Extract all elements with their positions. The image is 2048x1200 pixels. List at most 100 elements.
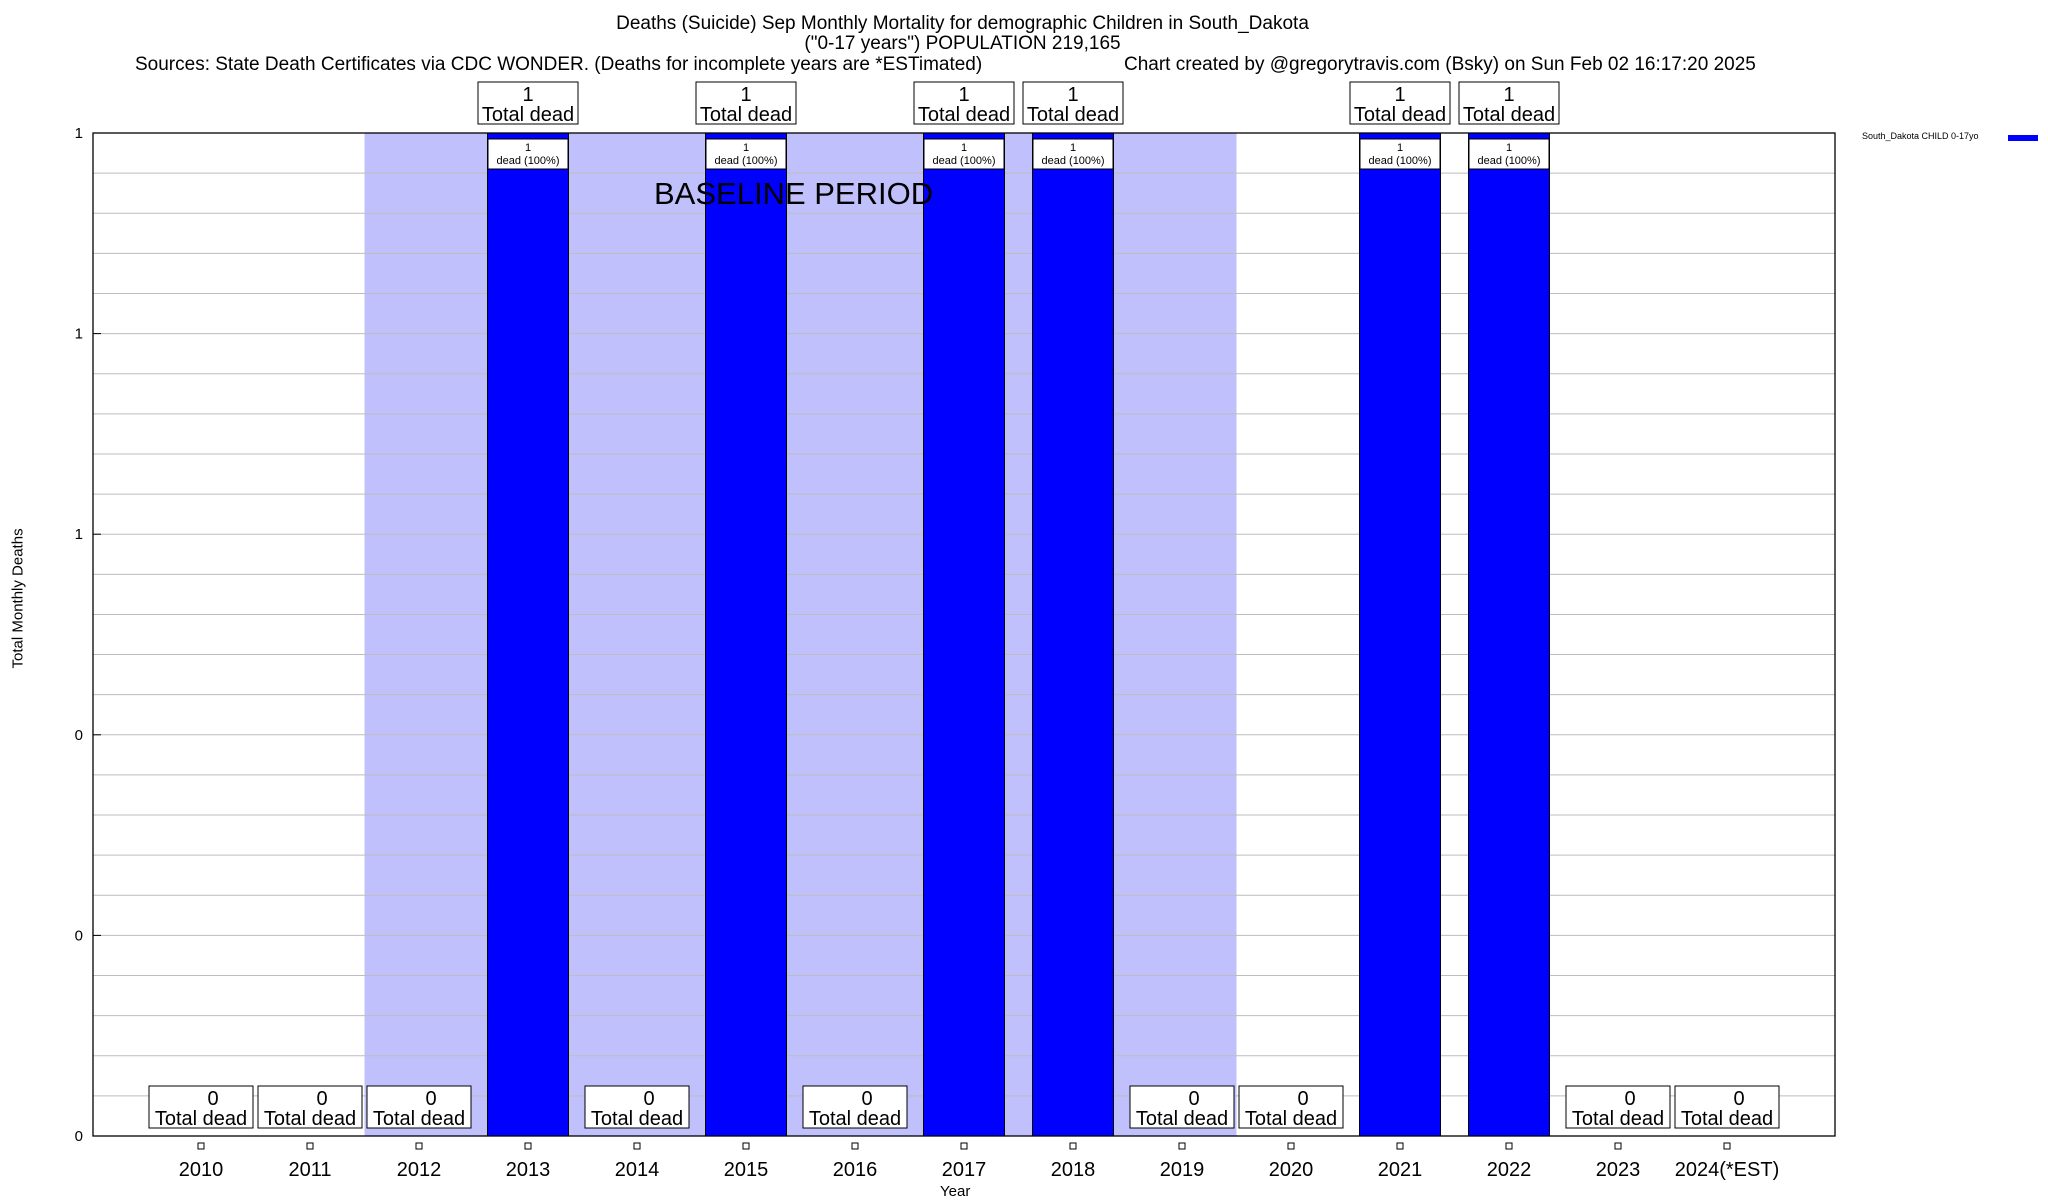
total-label-box [1674,1085,1780,1129]
x-tick-label: 2014 [615,1159,660,1181]
total-label-text: Total dead [1354,104,1446,126]
bar-label-box [705,138,787,170]
total-label-text: Total dead [591,1108,683,1130]
total-label-box [366,1085,472,1129]
total-label-number: 0 [1297,1088,1308,1110]
bar-label-text: dead (100%) [715,155,778,167]
chart-subtitle: ("0-17 years") POPULATION 219,165 [804,33,1121,54]
bar-label-text: dead (100%) [497,155,560,167]
bar-2021 [1359,132,1441,1137]
x-tick-marker [742,1142,750,1150]
bar-2013 [487,132,569,1137]
total-label-text: Total dead [700,104,792,126]
total-label-number: 0 [207,1088,218,1110]
credit-note: Chart created by @gregorytravis.com (Bsk… [1124,54,1756,75]
y-tick-label: 0 [75,1128,83,1145]
bar-label-box [487,138,569,170]
y-axis-ticks: 0 0 0 1 1 1 [75,125,101,1145]
x-tick-marker [306,1142,314,1150]
total-label-number: 1 [1503,84,1514,106]
total-label-box [1458,81,1560,125]
total-label-number: 0 [861,1088,872,1110]
bar-label-box [1468,138,1550,170]
legend-swatch [2008,135,2038,141]
total-label-text: Total dead [1136,1108,1228,1130]
x-tick-label: 2011 [288,1159,331,1181]
bar-2017 [923,132,1005,1137]
total-label-text: Total dead [482,104,574,126]
y-tick-label: 1 [75,326,83,343]
total-label-box [148,1085,254,1129]
total-label-box [1022,81,1124,125]
y-tick-label: 1 [75,125,83,142]
total-label-box [584,1085,690,1129]
total-label-number: 0 [316,1088,327,1110]
x-axis-label: Year [940,1183,971,1200]
bar-label-number: 1 [743,142,749,154]
total-label-number: 0 [1624,1088,1635,1110]
bar-label-number: 1 [525,142,531,154]
x-tick-marker [1723,1142,1731,1150]
total-label-box [695,81,797,125]
bar-label-number: 1 [1397,142,1403,154]
total-label-box [257,1085,363,1129]
x-tick-marker [1069,1142,1077,1150]
bar-label-text: dead (100%) [1042,155,1105,167]
bars [487,132,1550,1137]
total-label-text: Total dead [264,1108,356,1130]
x-tick-marker [1505,1142,1513,1150]
total-label-text: Total dead [918,104,1010,126]
x-tick-marker [524,1142,532,1150]
x-tick-label: 2010 [179,1159,224,1181]
bar-2018 [1032,132,1114,1137]
total-label-box [1349,81,1451,125]
total-label-number: 0 [1188,1088,1199,1110]
x-tick-label: 2015 [724,1159,769,1181]
total-label-number: 1 [958,84,969,106]
y-tick-label: 1 [75,526,83,543]
total-label-text: Total dead [1463,104,1555,126]
chart-title: Deaths (Suicide) Sep Monthly Mortality f… [616,13,1309,34]
x-tick-marker [851,1142,859,1150]
bar-label-text: dead (100%) [933,155,996,167]
y-tick-label: 0 [75,927,83,944]
total-label-number: 0 [425,1088,436,1110]
total-label-number: 1 [740,84,751,106]
x-tick-label: 2024(*EST) [1675,1159,1780,1181]
x-tick-marker [633,1142,641,1150]
bar-2022 [1468,132,1550,1137]
y-tick-label: 0 [75,727,83,744]
total-label-number: 0 [643,1088,654,1110]
bar-label-box [1032,138,1114,170]
total-label-box [1565,1085,1671,1129]
x-axis-ticks: 2010 2011 2012 2013 2014 2015 2016 2017 2018 2019… [179,1142,1780,1181]
legend-label: South_Dakota CHILD 0-17yo [1862,131,1979,141]
total-label-text: Total dead [1245,1108,1337,1130]
bar-label-number: 1 [961,142,967,154]
total-label-box [802,1085,908,1129]
x-tick-label: 2013 [506,1159,551,1181]
plot-frame [92,132,1836,1137]
x-tick-label: 2019 [1160,1159,1205,1181]
baseline-period-label: BASELINE PERIOD [654,176,934,211]
x-tick-marker [1287,1142,1295,1150]
x-tick-label: 2020 [1269,1159,1314,1181]
bar-label-text: dead (100%) [1369,155,1432,167]
total-label-number: 0 [1733,1088,1744,1110]
total-label-text: Total dead [155,1108,247,1130]
x-tick-label: 2016 [833,1159,878,1181]
total-label-number: 1 [522,84,533,106]
x-tick-label: 2017 [942,1159,987,1181]
total-label-text: Total dead [373,1108,465,1130]
bar-label-box [1359,138,1441,170]
total-label-number: 1 [1067,84,1078,106]
bar-label-number: 1 [1506,142,1512,154]
bar-label-box [923,138,1005,170]
total-label-text: Total dead [1572,1108,1664,1130]
x-tick-marker [960,1142,968,1150]
total-label-text: Total dead [1681,1108,1773,1130]
x-tick-marker [415,1142,423,1150]
x-tick-marker [1178,1142,1186,1150]
